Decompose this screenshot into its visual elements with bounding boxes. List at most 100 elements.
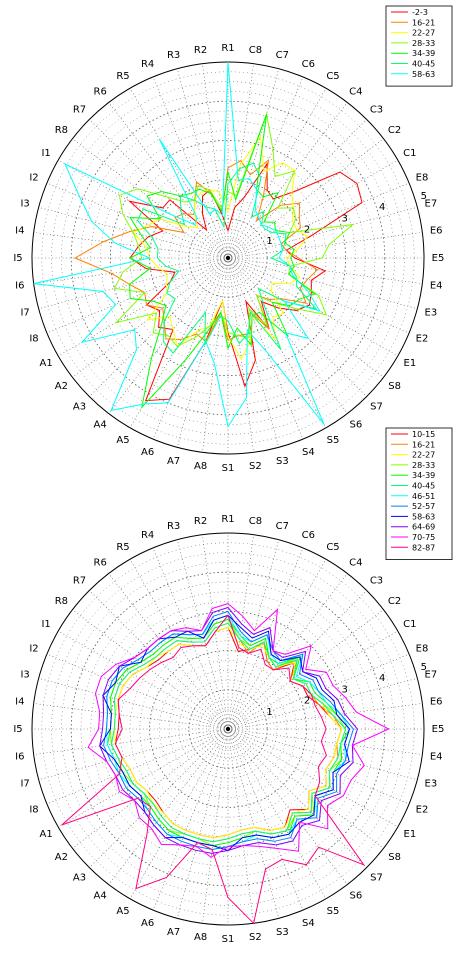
grid-spoke [176, 728, 229, 919]
legend-entry-46-51: 46-51 [412, 492, 435, 501]
legend-entry-28-33: 28-33 [412, 461, 435, 470]
ring-label: 4 [379, 202, 385, 213]
grid-spoke [227, 76, 304, 259]
axis-label-E2: E2 [416, 804, 429, 815]
axis-label-A2: A2 [55, 381, 68, 392]
legend-entry-16-21: 16-21 [412, 440, 435, 449]
grid-spoke [46, 728, 229, 805]
grid-spoke [227, 257, 418, 310]
grid-spoke [176, 257, 229, 448]
grid-spoke [202, 257, 229, 453]
center-marker [225, 255, 231, 261]
axis-label-C6: C6 [302, 530, 315, 541]
axis-label-E6: E6 [430, 697, 443, 708]
grid-ring [159, 189, 297, 327]
axis-label-S8: S8 [388, 852, 401, 863]
legend-entry-70-75: 70-75 [412, 533, 435, 542]
grid-ring [70, 571, 386, 887]
grid-ring [198, 228, 258, 288]
axis-label-S6: S6 [349, 420, 362, 431]
grid-spoke [227, 728, 384, 849]
grid-spoke [227, 257, 327, 428]
axis-label-S1: S1 [222, 463, 235, 474]
axis-label-R3: R3 [167, 50, 180, 61]
axis-label-S2: S2 [249, 461, 262, 472]
radar-chart-top: 1 2 3 4 5 R1 C8 C7 C6 C5 C4 C3 C2 C1 E8 E7 E6 E5 E4 E3 E2 E1 S… [13, 43, 444, 474]
axis-label-A4: A4 [94, 891, 107, 902]
legend-entry-16-21: 16-21 [412, 18, 435, 27]
grid-spoke [33, 257, 229, 284]
axis-label-C4: C4 [349, 86, 362, 97]
axis-label-S3: S3 [276, 456, 289, 467]
axis-label-A8: A8 [194, 461, 207, 472]
axis-label-E3: E3 [425, 307, 438, 318]
axis-label-C2: C2 [388, 596, 401, 607]
series-line-34-39 [128, 113, 316, 410]
legend-entry--2-3: -2-3 [412, 8, 428, 17]
axis-label-A2: A2 [55, 852, 68, 863]
grid-spoke [46, 653, 229, 730]
axis-label-R7: R7 [73, 576, 86, 587]
axis-label-A4: A4 [94, 420, 107, 431]
axis-label-E5: E5 [432, 253, 445, 264]
grid-ring [110, 139, 346, 376]
axis-label-S7: S7 [370, 401, 383, 412]
grid-ring [51, 552, 405, 906]
legend-entry-82-87: 82-87 [412, 543, 435, 552]
grid-spoke [227, 257, 304, 440]
axis-label-R1: R1 [221, 514, 234, 525]
grid-ring [217, 718, 239, 740]
grid-ring [61, 562, 395, 896]
axis-label-E4: E4 [430, 280, 443, 291]
grid-spoke [227, 88, 327, 259]
axis-label-R4: R4 [141, 59, 154, 70]
grid-spoke [227, 138, 384, 259]
axis-label-A5: A5 [116, 906, 129, 917]
ring-label: 3 [341, 213, 347, 224]
grid-spoke [227, 257, 254, 453]
axis-label-I6: I6 [15, 751, 24, 762]
axis-label-S1: S1 [222, 934, 235, 945]
axis-label-I6: I6 [15, 280, 24, 291]
legend-entry-52-57: 52-57 [412, 502, 435, 511]
axis-label-E8: E8 [416, 644, 429, 655]
series-line-64-69 [99, 606, 358, 854]
axis-label-R3: R3 [167, 521, 180, 532]
center-marker [225, 726, 231, 732]
axis-label-E1: E1 [404, 358, 417, 369]
grid-spoke [227, 728, 254, 924]
ring-label: 1 [266, 707, 272, 718]
axis-label-A3: A3 [73, 401, 86, 412]
grid-ring [149, 650, 307, 808]
axis-label-C5: C5 [326, 542, 339, 553]
axis-label-I3: I3 [20, 670, 29, 681]
ring-label: 1 [266, 236, 272, 247]
grid-spoke [72, 257, 229, 378]
axis-label-E1: E1 [404, 829, 417, 840]
axis-label-C4: C4 [349, 557, 362, 568]
grid-spoke [176, 68, 229, 259]
series-line--2-3 [127, 162, 363, 402]
grid-ring [149, 179, 307, 337]
axis-label-A1: A1 [40, 829, 53, 840]
grid-spoke [227, 703, 423, 730]
series-line-40-45 [110, 622, 347, 843]
axis-label-C8: C8 [249, 45, 262, 56]
grid-spoke [227, 728, 348, 885]
legend-entry-58-63: 58-63 [412, 70, 435, 79]
grid-spoke [227, 573, 348, 730]
grid-ring [119, 620, 337, 838]
axis-label-A1: A1 [40, 358, 53, 369]
grid-spoke [202, 728, 229, 924]
grid-spoke [152, 76, 229, 259]
grid-spoke [129, 257, 229, 428]
axis-label-I8: I8 [29, 333, 38, 344]
axis-label-R2: R2 [194, 45, 207, 56]
axis-label-I2: I2 [29, 644, 38, 655]
axis-label-R2: R2 [194, 516, 207, 527]
grid-spoke [72, 728, 229, 849]
grid-ring [168, 669, 288, 789]
